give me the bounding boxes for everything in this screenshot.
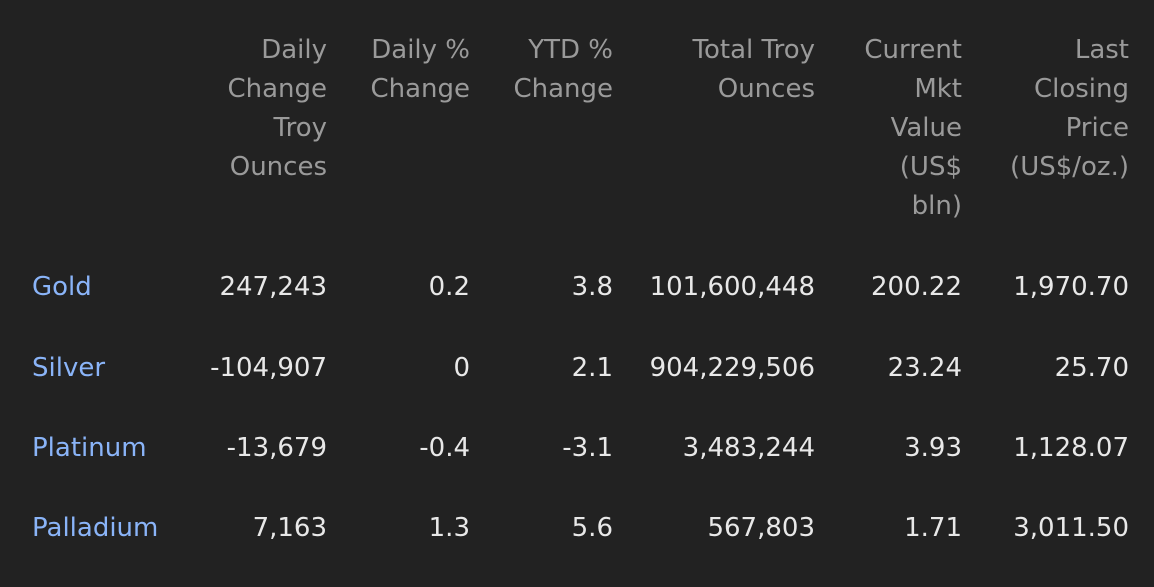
header-daily-pct-change: Daily % Change	[370, 35, 470, 104]
daily-change-troy-ounces: 247,243	[219, 272, 327, 302]
header-ytd-pct-change: YTD % Change	[513, 35, 613, 104]
daily-change-troy-ounces: 7,163	[252, 513, 327, 543]
header-total-troy-ounces: Total Troy Ounces	[692, 35, 815, 104]
header-current-mkt-value: Current Mkt Value (US$ bln)	[864, 35, 962, 221]
last-closing-price: 1,970.70	[1013, 272, 1129, 302]
daily-pct-change: 0	[453, 353, 470, 383]
ytd-pct-change: 3.8	[571, 272, 613, 302]
total-troy-ounces: 567,803	[707, 513, 815, 543]
daily-change-troy-ounces: -13,679	[226, 433, 327, 463]
last-closing-price: 1,128.07	[1013, 433, 1129, 463]
metal-link-silver[interactable]: Silver	[32, 353, 106, 383]
total-troy-ounces: 904,229,506	[649, 353, 815, 383]
daily-pct-change: 1.3	[428, 513, 470, 543]
metal-link-platinum[interactable]: Platinum	[32, 433, 147, 463]
total-troy-ounces: 3,483,244	[682, 433, 815, 463]
last-closing-price: 3,011.50	[1013, 513, 1129, 543]
metal-link-gold[interactable]: Gold	[32, 272, 92, 302]
table-row: Silver -104,907 0 2.1 904,229,506 23.24 …	[0, 348, 1154, 388]
table-row: Gold 247,243 0.2 3.8 101,600,448 200.22 …	[0, 267, 1154, 307]
table-row: Palladium 7,163 1.3 5.6 567,803 1.71 3,0…	[0, 508, 1154, 548]
ytd-pct-change: 2.1	[571, 353, 613, 383]
daily-change-troy-ounces: -104,907	[210, 353, 327, 383]
daily-pct-change: 0.2	[428, 272, 470, 302]
header-daily-change-troy-ounces: Daily Change Troy Ounces	[227, 35, 327, 182]
ytd-pct-change: 5.6	[571, 513, 613, 543]
current-mkt-value: 1.71	[904, 513, 962, 543]
header-last-closing-price: Last Closing Price (US$/oz.)	[1010, 35, 1129, 182]
current-mkt-value: 23.24	[887, 353, 962, 383]
total-troy-ounces: 101,600,448	[649, 272, 815, 302]
table-row: Platinum -13,679 -0.4 -3.1 3,483,244 3.9…	[0, 428, 1154, 468]
current-mkt-value: 3.93	[904, 433, 962, 463]
last-closing-price: 25.70	[1054, 353, 1129, 383]
ytd-pct-change: -3.1	[562, 433, 613, 463]
current-mkt-value: 200.22	[871, 272, 962, 302]
metal-link-palladium[interactable]: Palladium	[32, 513, 159, 543]
daily-pct-change: -0.4	[419, 433, 470, 463]
